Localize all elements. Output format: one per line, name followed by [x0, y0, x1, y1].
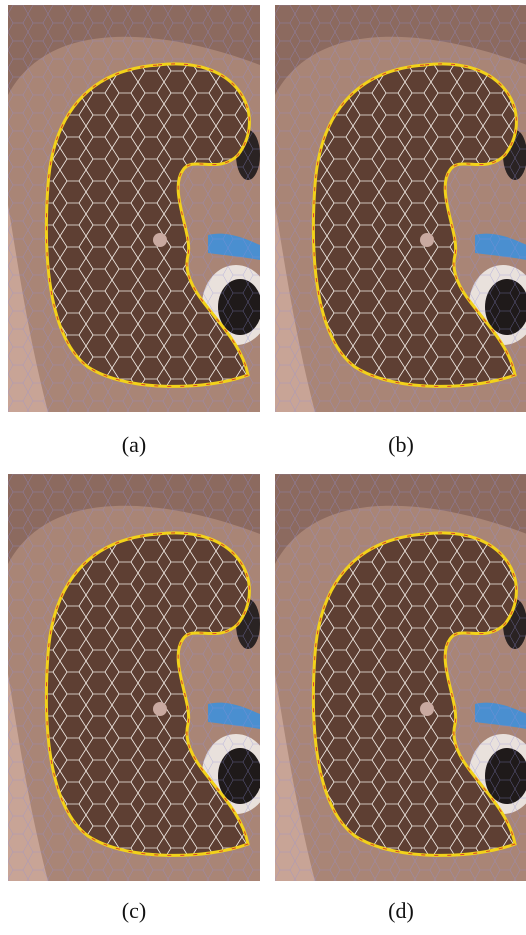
panel-caption: (a)	[122, 432, 146, 457]
panel-image	[8, 5, 270, 412]
panel-caption: (c)	[122, 898, 146, 923]
panel-image	[275, 474, 526, 881]
panel-image	[275, 5, 526, 412]
panel-caption: (b)	[388, 432, 414, 457]
panel-caption: (d)	[388, 898, 414, 923]
panel-image	[8, 474, 270, 881]
figure: (a) (b) (c) (d)	[0, 0, 526, 930]
